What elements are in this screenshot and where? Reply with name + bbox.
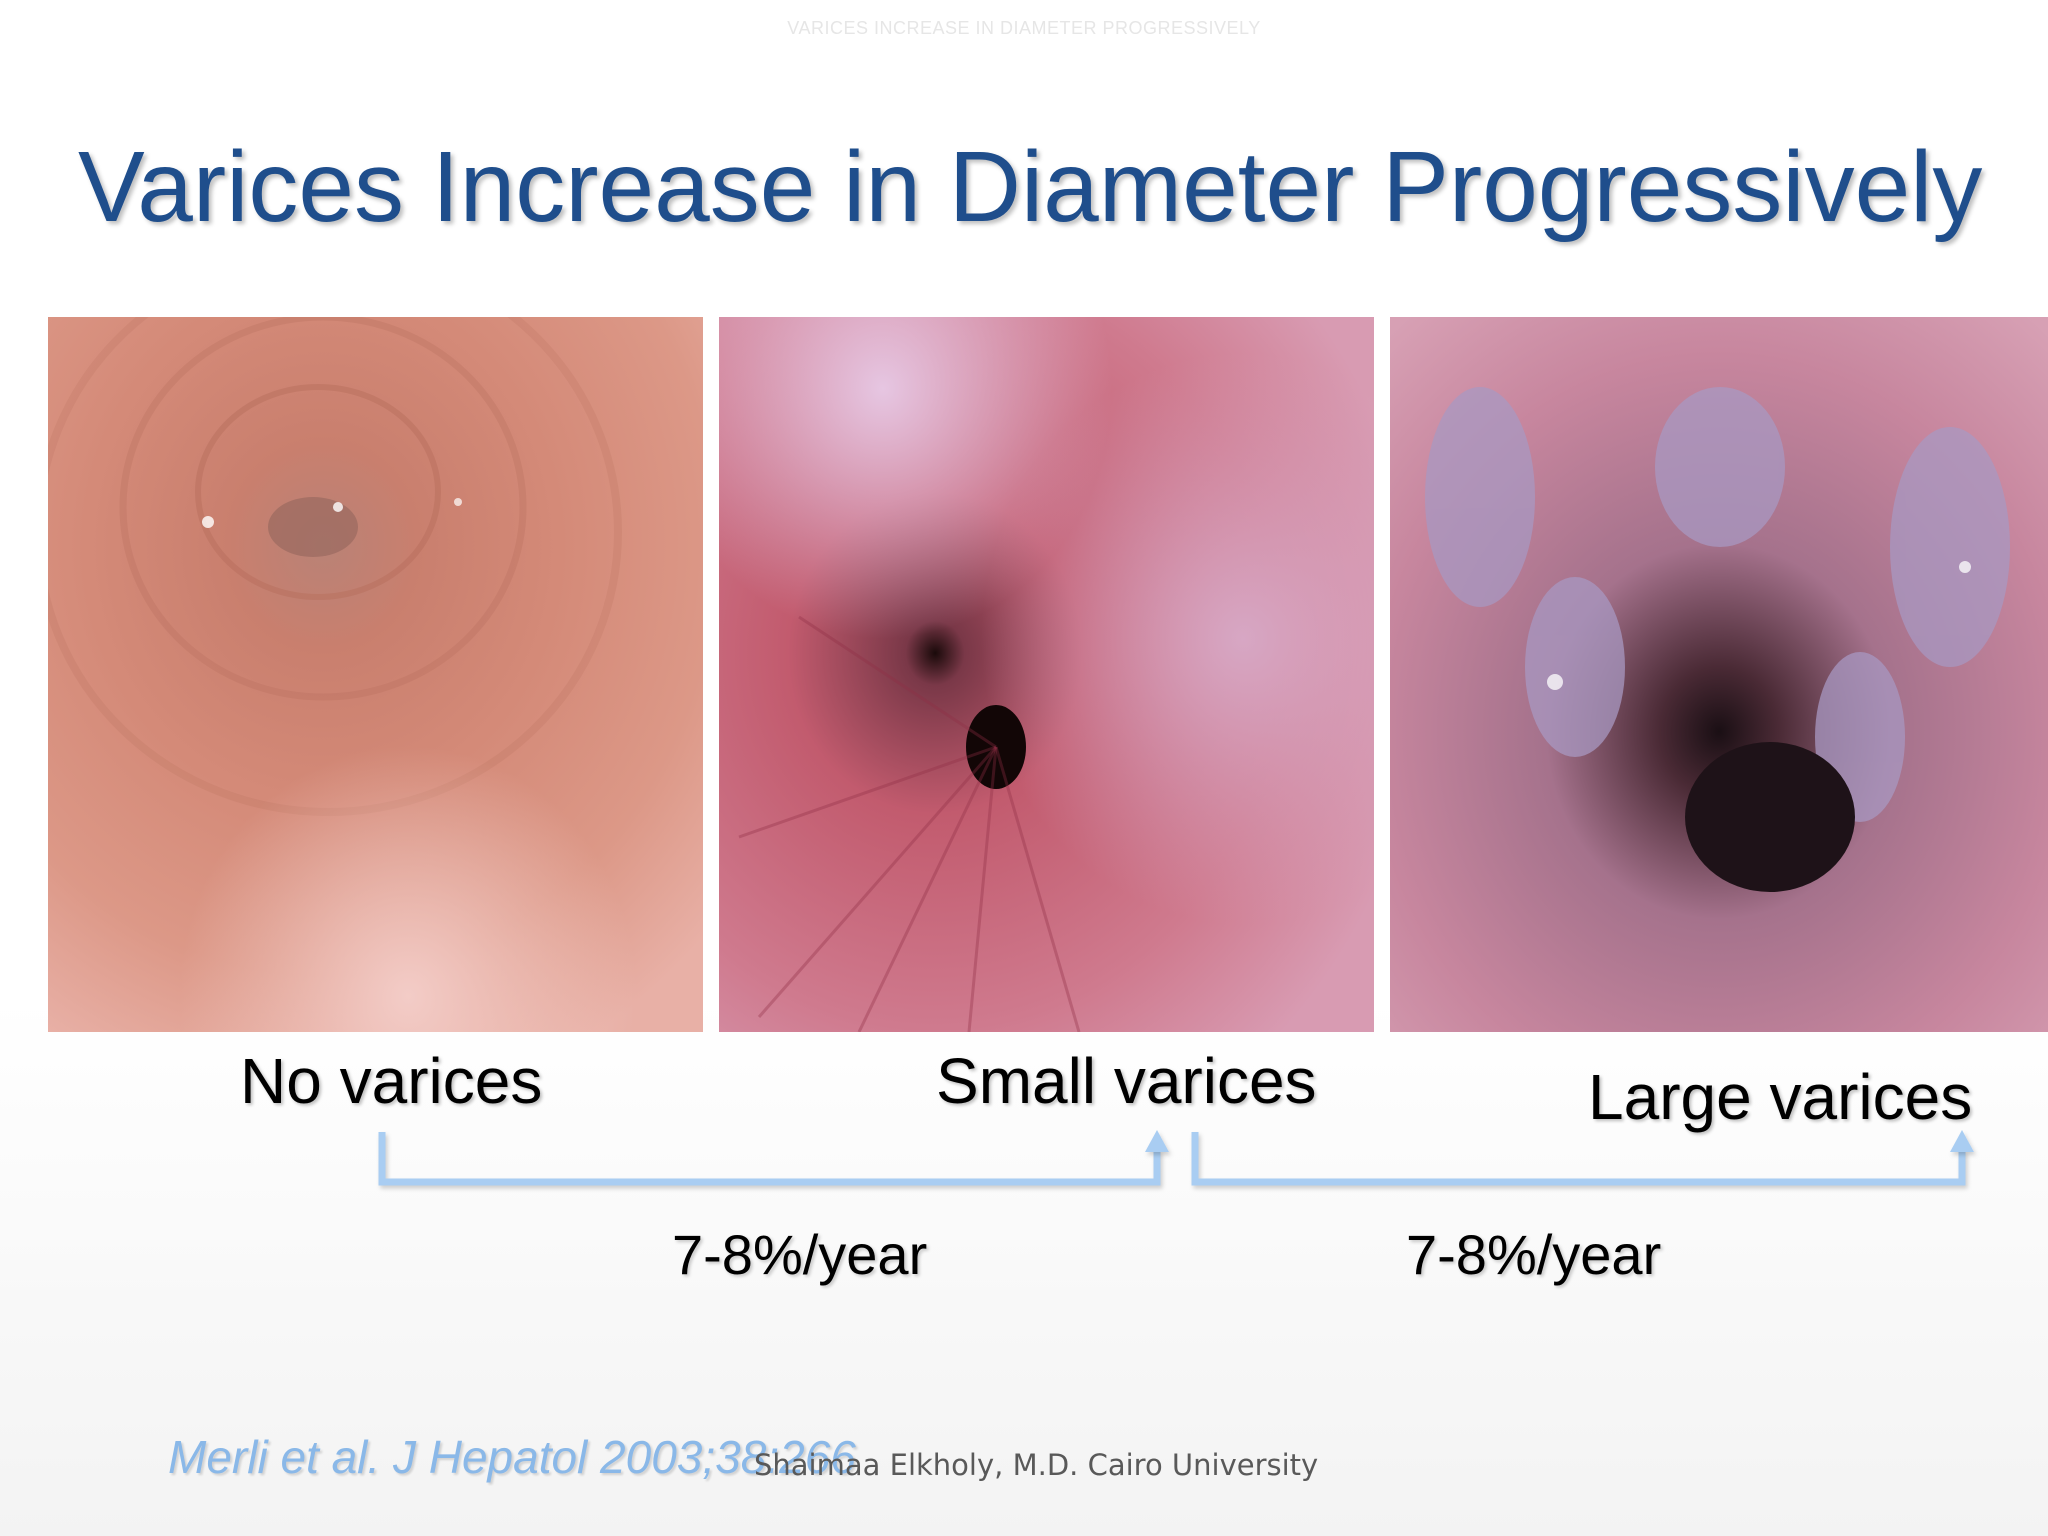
citation: Merli et al. J Hepatol 2003;38:266: [168, 1431, 856, 1483]
rate-no-to-small: 7-8%/year: [672, 1223, 928, 1286]
rate-small-to-large: 7-8%/year: [1406, 1223, 1662, 1286]
endoscopy-image-no-varices: [48, 317, 703, 1032]
slide-title: Varices Increase in Diameter Progressive…: [78, 131, 1983, 243]
arrow-up-icon: [1950, 1130, 1974, 1152]
arrow-up-icon: [1145, 1130, 1169, 1152]
endoscopy-image-large-varices: [1390, 317, 2048, 1032]
endoscopy-image-small-varices: [719, 317, 1374, 1032]
label-large-varices: Large varices: [1588, 1061, 1973, 1133]
arrow-bracket-1: [378, 1132, 1161, 1186]
slide-footer: Shaimaa Elkholy, M.D. Cairo University: [754, 1448, 1319, 1482]
progression-arrows: [378, 1130, 1974, 1186]
arrow-bracket-2: [1191, 1132, 1966, 1186]
label-small-varices: Small varices: [936, 1045, 1317, 1117]
label-no-varices: No varices: [240, 1045, 543, 1117]
slide-header: VARICES INCREASE IN DIAMETER PROGRESSIVE…: [787, 18, 1261, 38]
